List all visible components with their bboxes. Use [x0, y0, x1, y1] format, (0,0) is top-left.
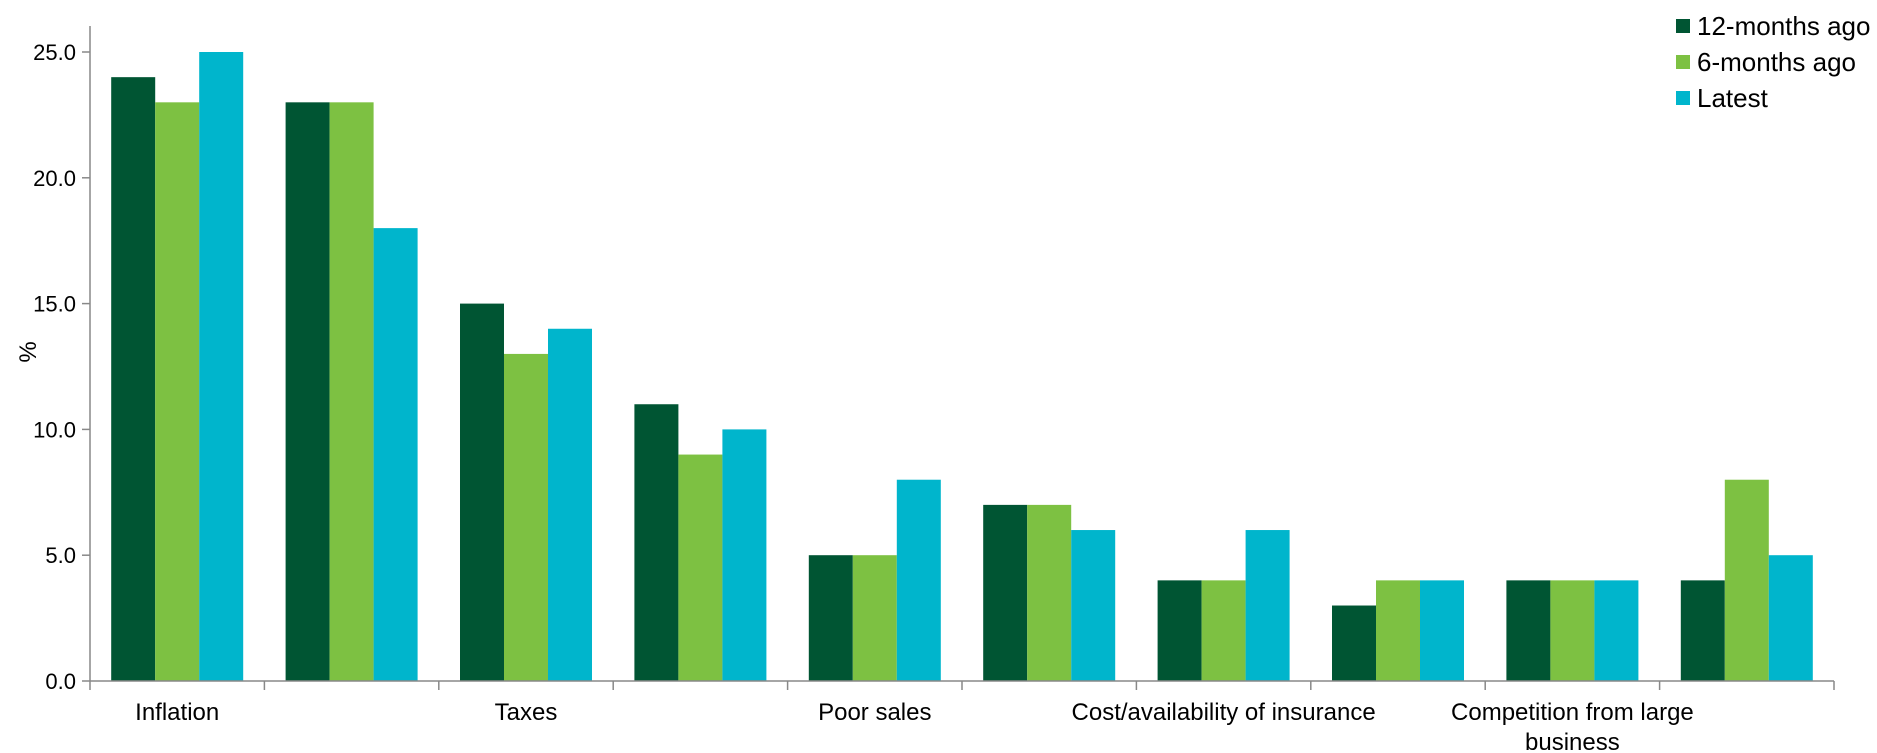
bar-12-months-ago-3	[634, 404, 679, 681]
bar-12-months-ago-0	[111, 77, 156, 681]
bar-12-months-ago-2	[460, 303, 504, 681]
x-tick-label: Cost/availability of insurance	[1072, 699, 1376, 726]
bar-6-months-ago-3	[678, 454, 723, 681]
x-tick-label: Inflation	[135, 699, 219, 726]
bar-6-months-ago-9	[1724, 479, 1769, 681]
x-tick-label: Poor sales	[818, 699, 931, 726]
bar-6-months-ago-6	[1201, 580, 1246, 681]
bar-6-months-ago-8	[1550, 580, 1595, 681]
y-tick-label: 10.0	[33, 417, 76, 442]
legend-swatch	[1676, 55, 1690, 69]
legend-swatch	[1676, 19, 1690, 33]
bar-12-months-ago-5	[983, 504, 1028, 681]
bar-latest-6	[1245, 530, 1290, 681]
bar-12-months-ago-8	[1506, 580, 1551, 681]
bar-latest-8	[1594, 580, 1639, 681]
x-tick-label: Competition from large business	[1451, 699, 1694, 753]
bar-latest-4	[896, 479, 941, 681]
y-tick-label: 0.0	[45, 669, 76, 694]
bar-latest-7	[1420, 580, 1464, 681]
legend-swatch	[1676, 91, 1690, 105]
bar-6-months-ago-2	[504, 353, 548, 681]
bar-12-months-ago-9	[1680, 580, 1725, 681]
legend-label: 6-months ago	[1697, 47, 1856, 77]
bar-latest-3	[722, 429, 767, 681]
bar-6-months-ago-0	[155, 102, 200, 681]
x-tick-label: Taxes	[495, 699, 558, 726]
bar-latest-1	[373, 228, 418, 681]
axes	[89, 26, 1835, 690]
legend-label: 12-months ago	[1697, 11, 1870, 41]
y-tick-label: 20.0	[33, 166, 76, 191]
y-tick-label: 15.0	[33, 292, 76, 317]
bar-6-months-ago-5	[1027, 504, 1072, 681]
bar-6-months-ago-7	[1376, 580, 1420, 681]
bar-6-months-ago-1	[329, 102, 374, 681]
y-tick-label: 5.0	[45, 543, 76, 568]
bar-12-months-ago-7	[1332, 605, 1376, 681]
bar-latest-2	[548, 328, 592, 681]
bar-12-months-ago-4	[808, 555, 853, 681]
bar-12-months-ago-1	[285, 102, 330, 681]
bar-latest-5	[1071, 530, 1116, 681]
bar-12-months-ago-6	[1157, 580, 1202, 681]
legend: 12-months ago 6-months ago Latest	[1676, 11, 1870, 113]
y-tick-label: 25.0	[33, 40, 76, 65]
y-axis-ticks: 0.0 5.0 10.0 15.0 20.0 25.0	[33, 40, 90, 694]
bar-latest-0	[199, 52, 244, 681]
y-axis-title: %	[15, 341, 42, 362]
legend-label: Latest	[1697, 83, 1769, 113]
bars	[111, 52, 1813, 681]
bar-latest-9	[1768, 555, 1813, 681]
bar-6-months-ago-4	[852, 555, 897, 681]
x-axis-labels: Inflation Taxes Poor sales Cost/availabilit…	[135, 699, 1694, 753]
